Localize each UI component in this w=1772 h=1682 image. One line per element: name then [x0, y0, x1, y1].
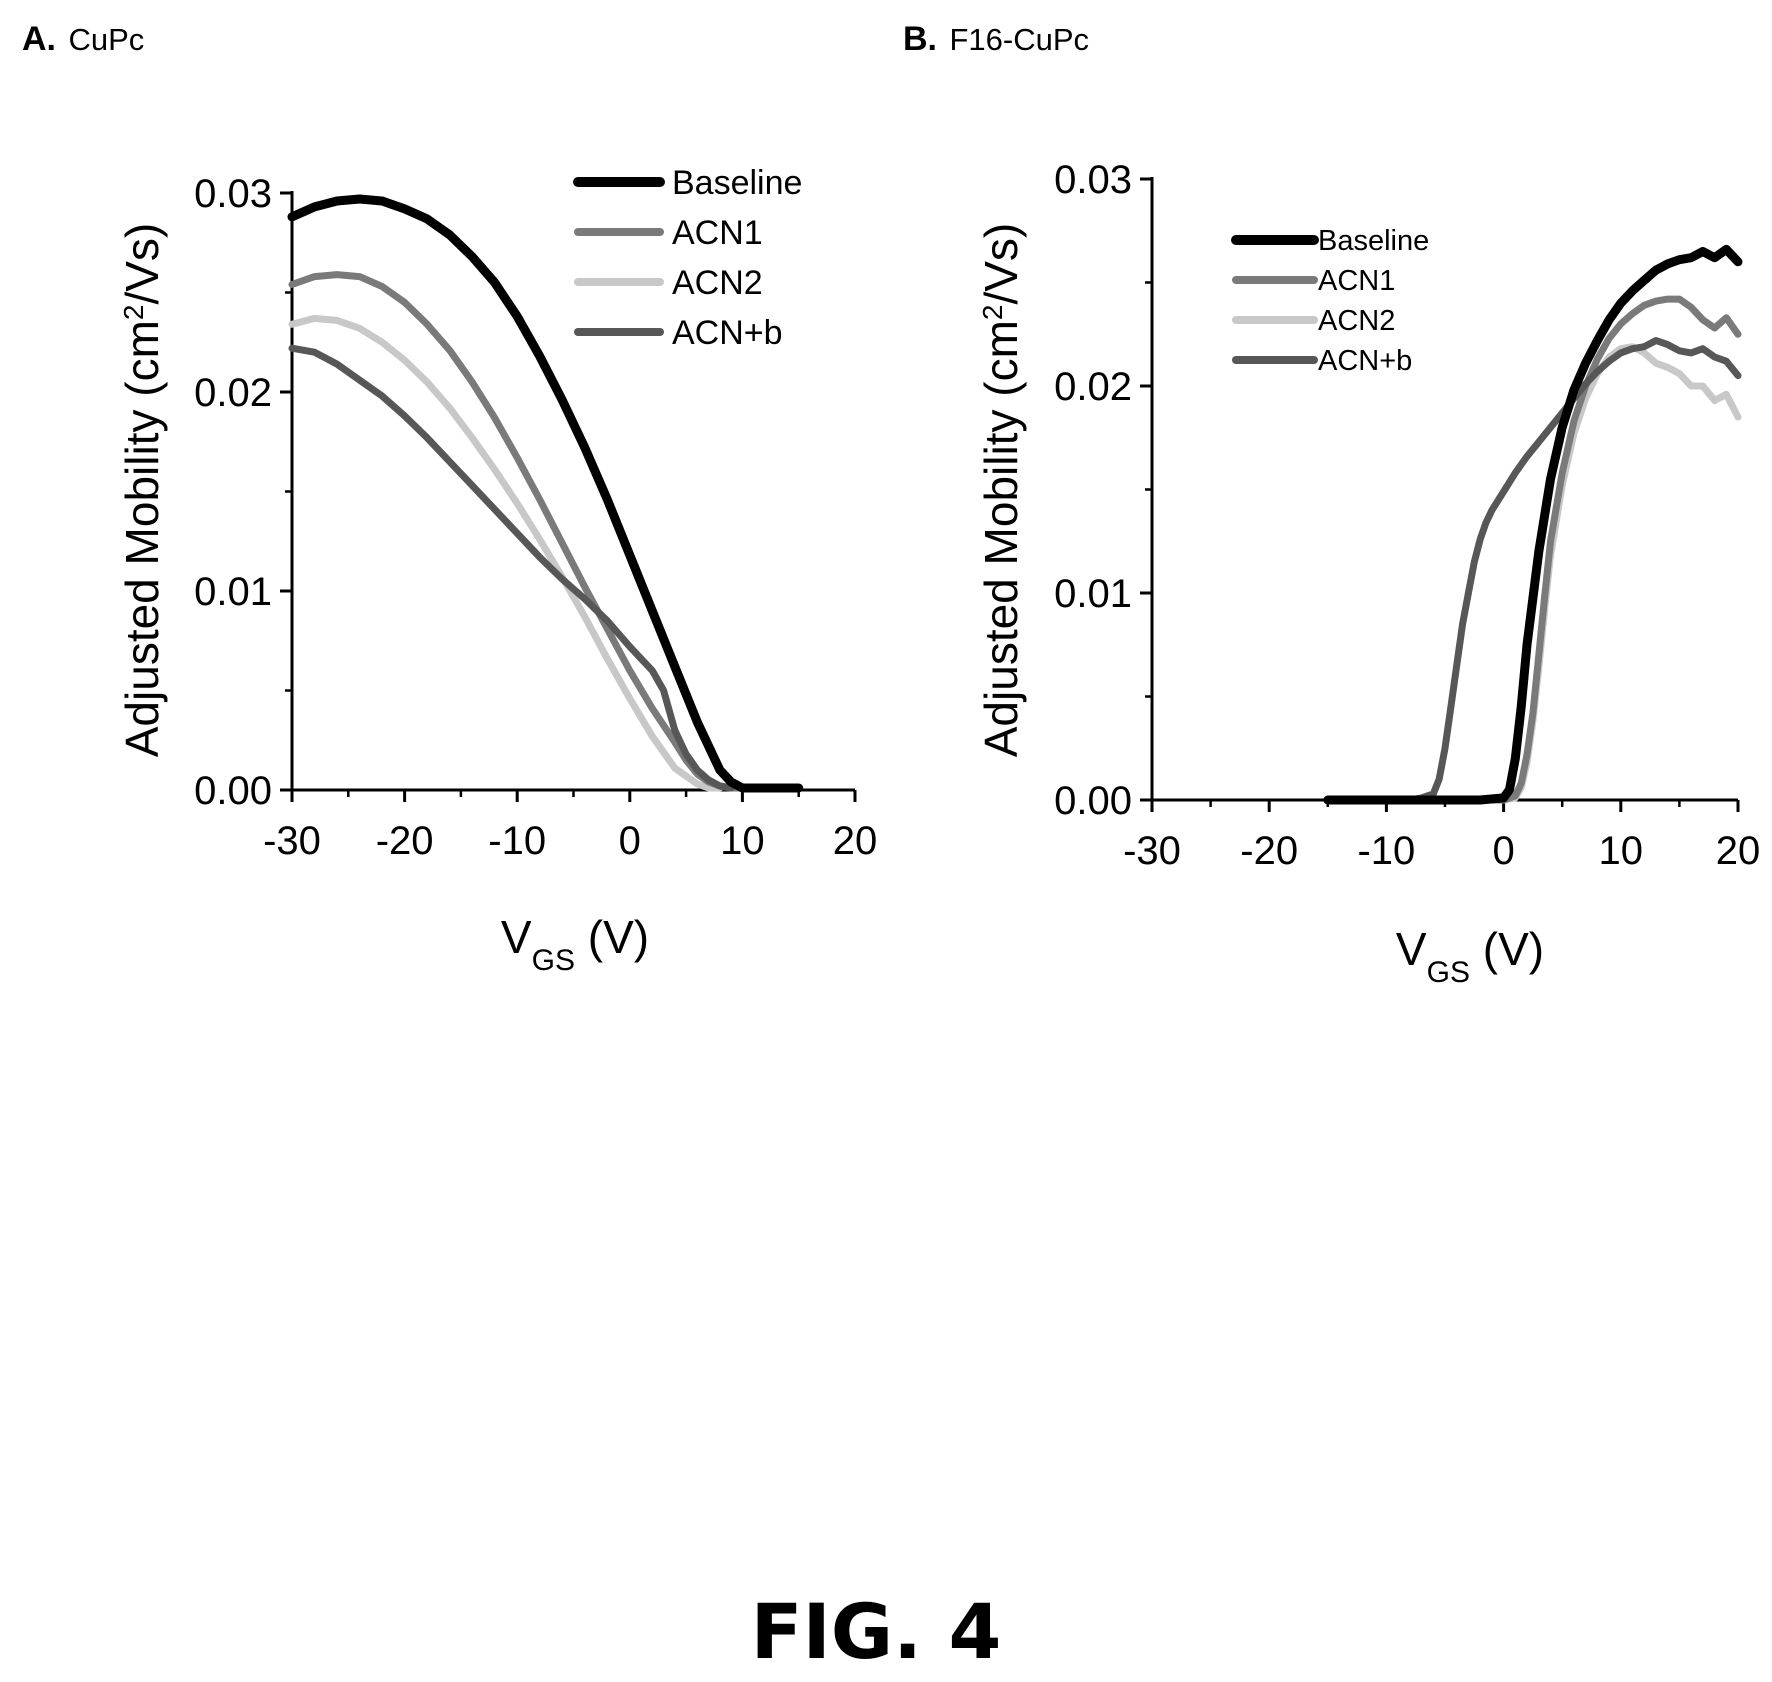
panel-a-legend-label: ACN2 — [672, 264, 763, 302]
panel-b-y-tick-label: 0.00 — [1054, 779, 1132, 823]
panel-b-ylabel-main: Adjusted Mobility (cm — [975, 320, 1027, 757]
panel-a-legend-label: Baseline — [672, 164, 802, 202]
panel-b-xlabel-main: V — [1396, 923, 1427, 975]
panel-b-x-tick-label: 10 — [1599, 829, 1644, 873]
panel-a-xlabel-sub: GS — [532, 944, 575, 977]
panel-a-title: CuPc — [68, 22, 144, 57]
panel-b-xlabel-tail: (V) — [1470, 923, 1544, 975]
panel-a-series-baseline — [287, 194, 804, 793]
panel-a-x-tick-label: 10 — [720, 819, 765, 863]
panel-a-series-acn-b — [288, 344, 735, 792]
panel-a-legend-label: ACN+b — [672, 314, 783, 352]
panel-a-ylabel-main: Adjusted Mobility (cm — [116, 320, 168, 757]
panel-b-legend-label: ACN2 — [1318, 305, 1395, 337]
panel-a-ylabel-tail: /Vs) — [116, 223, 168, 305]
panel-b-legend-label: ACN+b — [1318, 345, 1412, 377]
panel-b-title: F16-CuPc — [949, 22, 1089, 57]
panel-a-x-tick-label: -20 — [376, 819, 434, 863]
panel-b-series-acn1 — [1324, 295, 1742, 804]
panel-a-letter: A. — [22, 20, 56, 58]
panel-a-x-tick-label: 20 — [833, 819, 878, 863]
panel-b-legend-label: Baseline — [1318, 225, 1429, 257]
panel-b: B. F16-CuPc Adjusted Mobility (cm2/Vs) V… — [903, 20, 1760, 989]
panel-b-letter: B. — [903, 20, 937, 58]
panel-a-xlabel-tail: (V) — [575, 911, 649, 963]
figure-caption: FIG. 4 — [751, 1587, 1002, 1676]
panel-b-x-tick-label: -10 — [1357, 829, 1415, 873]
panel-b-ylabel-tail: /Vs) — [975, 223, 1027, 305]
panel-a-y-tick-label: 0.01 — [194, 570, 272, 614]
panel-b-series-acn-b — [1324, 337, 1742, 804]
panel-a-y-tick-label: 0.00 — [194, 769, 272, 813]
panel-b-series-baseline — [1323, 244, 1743, 805]
panel-a-x-tick-label: 0 — [619, 819, 641, 863]
panel-a-xlabel: VGS (V) — [501, 911, 649, 977]
panel-b-ylabel: Adjusted Mobility (cm2/Vs) — [975, 223, 1027, 758]
svg-text:B. F16-CuPc: B. F16-CuPc — [903, 20, 1089, 58]
panel-b-xlabel: VGS (V) — [1396, 923, 1544, 989]
panel-a-legend-label: ACN1 — [672, 214, 763, 252]
panel-a-y-tick-label: 0.03 — [194, 172, 272, 216]
panel-b-x-tick-label: 20 — [1716, 829, 1761, 873]
panel-a-ylabel-sup: 2 — [118, 305, 149, 321]
svg-text:A. CuPc: A. CuPc — [22, 20, 144, 58]
panel-b-ylabel-sup: 2 — [977, 305, 1008, 321]
panel-a-xlabel-main: V — [501, 911, 532, 963]
panel-b-xlabel-sub: GS — [1427, 956, 1470, 989]
panel-a-x-tick-label: -30 — [263, 819, 321, 863]
panel-a: A. CuPc Adjusted Mobility (cm2/Vs) VGS (… — [22, 20, 877, 977]
panel-b-y-tick-label: 0.01 — [1054, 572, 1132, 616]
panel-a-x-tick-label: -10 — [488, 819, 546, 863]
panel-b-y-tick-label: 0.02 — [1054, 365, 1132, 409]
panel-a-legend: Baseline ACN1 ACN2 ACN+b — [573, 164, 802, 352]
panel-a-y-tick-label: 0.02 — [194, 371, 272, 415]
panel-b-x-tick-label: -20 — [1240, 829, 1298, 873]
panel-b-legend-label: ACN1 — [1318, 265, 1395, 297]
panel-a-series-acn2 — [288, 314, 724, 792]
panel-b-x-tick-label: 0 — [1492, 829, 1514, 873]
panel-b-x-tick-label: -30 — [1123, 829, 1181, 873]
panel-b-y-tick-label: 0.03 — [1054, 158, 1132, 202]
panel-b-plot-area: -30 -20 -10 0 10 20 0.00 0.01 0.02 0.03 Baseline AC… — [1054, 158, 1760, 873]
panel-a-plot-area: -30 -20 -10 0 10 20 0.00 0.01 0.02 0.03 Baseline AC… — [194, 164, 877, 863]
panel-a-ylabel: Adjusted Mobility (cm2/Vs) — [116, 223, 168, 758]
panel-b-legend: Baseline ACN1 ACN2 ACN+b — [1231, 225, 1429, 377]
